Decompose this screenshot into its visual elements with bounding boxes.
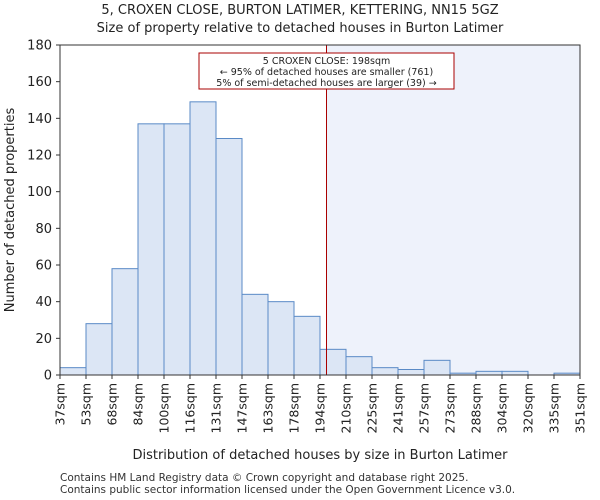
x-tick-label: 116sqm (183, 383, 198, 433)
annotation-text: 5% of semi-detached houses are larger (3… (216, 78, 436, 89)
x-tick-label: 37sqm (53, 383, 68, 426)
y-tick-label: 100 (27, 185, 52, 200)
annotation-text: ← 95% of detached houses are smaller (76… (220, 67, 433, 78)
histogram-bar (241, 293, 269, 376)
annotation-box (198, 52, 455, 90)
x-tick-label: 210sqm (339, 383, 354, 433)
x-tick-label: 225sqm (365, 383, 380, 433)
highlight-region (326, 45, 580, 375)
histogram-bar (137, 123, 165, 376)
x-tick-label: 288sqm (469, 383, 484, 433)
x-tick-label: 335sqm (547, 383, 562, 433)
x-tick-label: 241sqm (391, 383, 406, 433)
histogram-bar (397, 369, 425, 376)
histogram-bar (59, 367, 87, 376)
x-tick-label: 304sqm (495, 383, 510, 433)
histogram-bar (111, 268, 139, 376)
footer-copyright: Contains HM Land Registry data © Crown c… (60, 472, 469, 484)
y-tick-label: 40 (35, 295, 52, 310)
histogram-bar (85, 323, 113, 376)
x-tick-label: 100sqm (157, 383, 172, 433)
histogram-bar (319, 348, 347, 376)
x-tick-label: 131sqm (209, 383, 224, 433)
histogram-bar (267, 301, 295, 376)
histogram-bar (345, 356, 373, 376)
y-tick-label: 120 (27, 149, 52, 164)
histogram-bar (189, 101, 217, 376)
histogram-bar (371, 367, 399, 376)
histogram-bar (215, 138, 243, 376)
histogram-chart: 0 20 40 60 80 100 120 140 160 180 37sqm 53sqm 68sqm 8… (3, 39, 588, 464)
x-tick-label: 257sqm (417, 383, 432, 433)
chart-title-line1: 5, CROXEN CLOSE, BURTON LATIMER, KETTERI… (101, 3, 499, 18)
x-tick-label: 178sqm (287, 383, 302, 433)
histogram-bar (293, 315, 321, 376)
histogram-bar (163, 123, 191, 376)
x-tick-label: 194sqm (313, 383, 328, 433)
x-tick-label: 351sqm (573, 383, 588, 433)
x-tick-label: 273sqm (443, 383, 458, 433)
histogram-bar (475, 370, 503, 376)
annotation-text: 5 CROXEN CLOSE: 198sqm (263, 56, 391, 67)
x-axis-label: Distribution of detached houses by size … (132, 448, 508, 463)
y-tick-label: 60 (35, 259, 52, 274)
footer-licence: Contains public sector information licen… (60, 484, 516, 496)
x-tick-label: 147sqm (235, 383, 250, 433)
y-tick-label: 20 (35, 332, 52, 347)
y-axis-label: Number of detached properties (3, 108, 18, 313)
y-tick-label: 140 (27, 112, 52, 127)
x-tick-label: 68sqm (105, 383, 120, 426)
x-tick-label: 53sqm (79, 383, 94, 426)
histogram-bar (501, 370, 529, 376)
x-tick-label: 163sqm (261, 383, 276, 433)
histogram-bar (423, 359, 451, 376)
y-tick-label: 80 (35, 222, 52, 237)
x-tick-label: 84sqm (131, 383, 146, 426)
y-tick-label: 180 (27, 39, 52, 54)
y-tick-label: 160 (27, 75, 52, 90)
chart-title-line2: Size of property relative to detached ho… (96, 21, 504, 36)
x-tick-label: 320sqm (521, 383, 536, 433)
y-tick-label: 0 (44, 369, 52, 384)
